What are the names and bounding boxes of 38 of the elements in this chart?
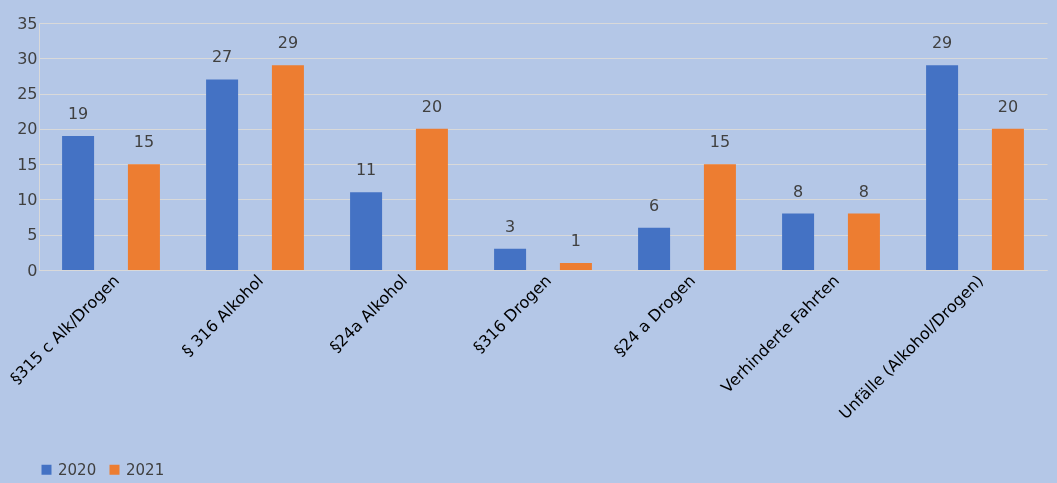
data-label: 20: [997, 96, 1019, 116]
legend-label: 2021: [126, 460, 165, 479]
data-label: 29: [931, 33, 953, 53]
bar: [703, 164, 736, 270]
bar: [782, 213, 815, 270]
y-tick-label: 15: [17, 154, 38, 174]
y-tick-label: 10: [17, 189, 38, 209]
bar: [350, 192, 383, 270]
bar: [638, 227, 671, 270]
bar: [991, 128, 1024, 270]
data-label: 6: [648, 195, 660, 215]
bar: [62, 135, 95, 270]
bar: [847, 213, 880, 270]
y-tick-label: 5: [27, 225, 38, 245]
y-tick-label: 20: [17, 119, 38, 139]
bar: [926, 65, 959, 270]
data-label: 15: [709, 132, 731, 152]
data-label: 1: [570, 230, 582, 250]
data-label: 29: [277, 33, 299, 53]
data-label: 15: [133, 132, 155, 152]
y-tick-label: 25: [17, 84, 38, 104]
data-label: 27: [211, 47, 233, 67]
data-label: 3: [504, 216, 516, 236]
bar: [271, 65, 304, 270]
bar: [127, 164, 160, 270]
data-label: 8: [858, 181, 870, 201]
bar: [415, 128, 448, 270]
data-label: 20: [421, 96, 443, 116]
data-label: 11: [355, 160, 377, 180]
bar: [559, 262, 592, 270]
legend-label: 2020: [58, 460, 97, 479]
y-tick-label: 35: [17, 13, 38, 33]
data-label: 8: [792, 181, 804, 201]
data-label: 19: [67, 103, 89, 123]
bar: [494, 248, 527, 270]
bar: [206, 79, 239, 270]
y-tick-label: 0: [27, 260, 38, 280]
y-tick-label: 30: [17, 48, 38, 68]
